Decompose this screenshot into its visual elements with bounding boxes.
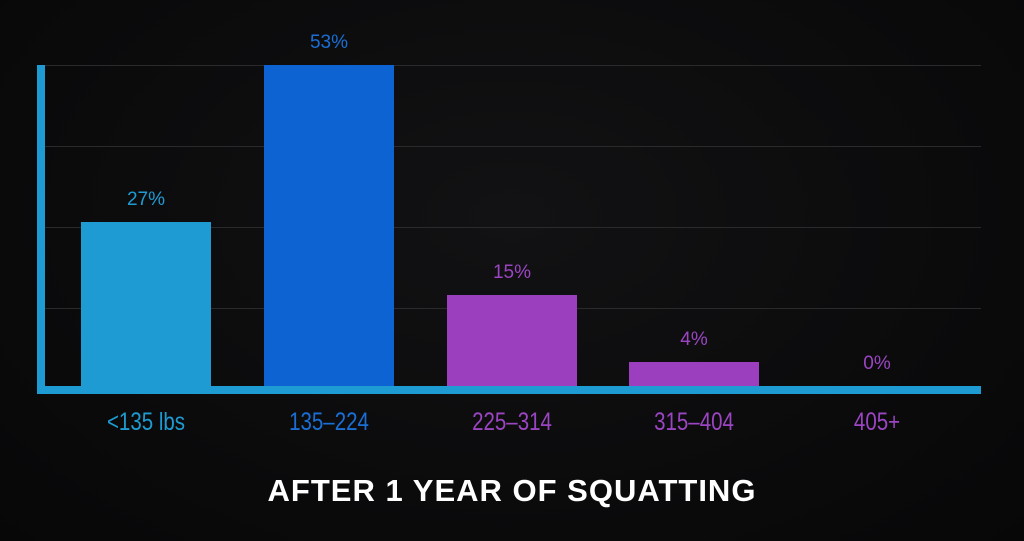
bar-value-label: 27% [126, 189, 166, 210]
bar [264, 65, 394, 386]
bar [629, 362, 759, 386]
gridline [45, 65, 981, 66]
bar-value-label: 15% [492, 262, 532, 283]
bar [81, 222, 211, 386]
x-axis-category-label: <135 lbs [106, 408, 186, 436]
x-axis-line [37, 386, 981, 394]
bar-value-label: 53% [309, 32, 349, 53]
bar-value-label: 4% [680, 329, 708, 350]
chart-title: AFTER 1 YEAR OF SQUATTING [267, 473, 757, 508]
x-axis-category-label: 315–404 [654, 408, 734, 436]
x-axis-category-label: 225–314 [472, 408, 552, 436]
y-axis-line [37, 65, 45, 394]
gridline [45, 146, 981, 147]
bar-value-label: 0% [863, 353, 891, 374]
x-axis-category-label: 135–224 [289, 408, 369, 436]
gridline [45, 227, 981, 228]
bar [447, 295, 577, 386]
x-axis-category-label: 405+ [853, 408, 901, 436]
